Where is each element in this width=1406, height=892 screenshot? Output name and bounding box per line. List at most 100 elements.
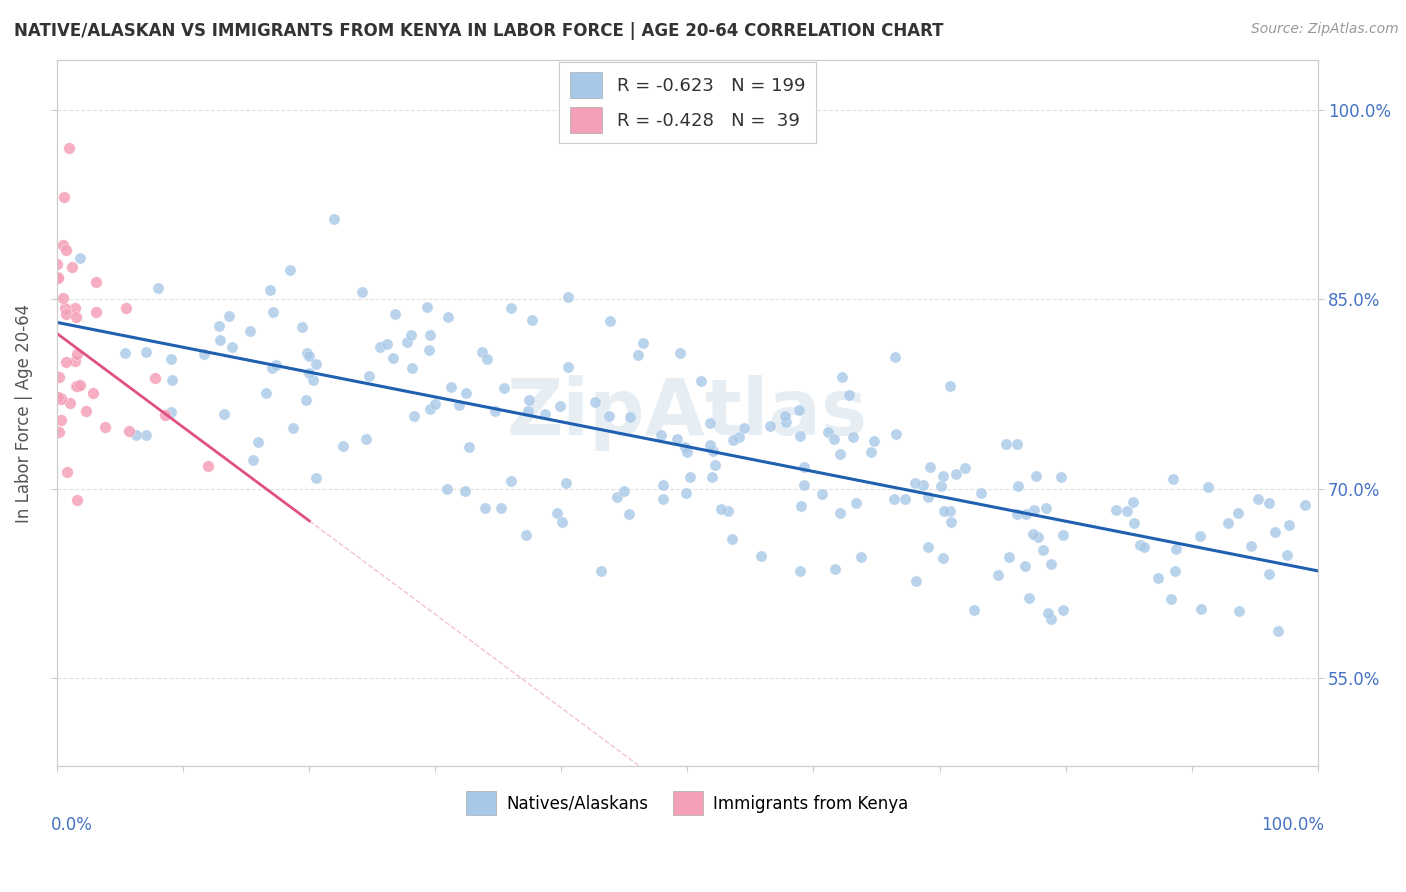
Point [963,603,986,617]
Point [63,354,86,368]
Point [939,515,962,529]
Point [52,238,75,252]
Point [49,391,72,405]
Point [49,392,72,406]
Point [218,309,240,323]
Point [86,304,108,318]
Point [1122,494,1144,508]
Point [305,471,328,485]
Point [1278,518,1301,533]
Point [322,211,344,226]
Point [332,439,354,453]
Point [828,506,851,520]
Point [1226,507,1249,521]
Point [65,310,87,324]
Point [690,374,713,388]
Point [929,479,952,493]
Point [84,275,107,289]
Point [557,359,579,374]
Point [207,319,229,334]
Point [160,351,183,366]
Point [838,388,860,402]
Point [883,351,905,365]
Point [613,483,636,498]
Point [1258,566,1281,581]
Point [55,355,77,369]
Point [298,366,321,380]
Point [1018,591,1040,605]
Point [1163,565,1185,579]
Point [676,445,699,459]
Point [501,301,523,315]
Point [789,428,811,442]
Point [294,392,316,407]
Point [1022,503,1045,517]
Point [1005,507,1028,521]
Point [721,532,744,546]
Point [375,336,398,351]
Point [51,413,73,427]
Point [454,386,477,401]
Point [652,491,675,506]
Point [550,516,572,530]
Point [114,301,136,315]
Text: Source: ZipAtlas.com: Source: ZipAtlas.com [1251,22,1399,37]
Point [1147,571,1170,585]
Point [1267,624,1289,639]
Point [437,310,460,324]
Point [633,335,655,350]
Point [423,396,446,410]
Point [239,324,262,338]
Point [534,407,557,421]
Point [75,404,97,418]
Point [1258,496,1281,510]
Point [125,428,148,442]
Point [302,373,325,387]
Point [938,379,960,393]
Point [515,528,537,542]
Point [849,550,872,565]
Point [66,493,89,508]
Point [787,403,810,417]
Point [758,418,780,433]
Point [242,453,264,467]
Point [998,549,1021,564]
Point [58,141,80,155]
Point [1164,541,1187,556]
Point [917,490,939,504]
Point [904,476,927,491]
Point [932,468,955,483]
Point [1133,540,1156,554]
Point [357,368,380,383]
Point [69,377,91,392]
Point [1039,612,1062,626]
Point [436,483,458,497]
Point [599,314,621,328]
Point [557,290,579,304]
Point [247,435,270,450]
Point [1022,526,1045,541]
Point [905,574,928,588]
Point [114,346,136,360]
Point [278,262,301,277]
Point [65,301,87,316]
Point [733,420,755,434]
Point [143,371,166,385]
Point [298,349,321,363]
Point [193,346,215,360]
Point [56,465,79,479]
Point [1188,529,1211,543]
Point [160,405,183,419]
Point [811,486,834,500]
Point [1038,606,1060,620]
Point [824,562,846,576]
Point [46,256,69,270]
Point [583,394,606,409]
Point [793,460,815,475]
Point [1015,507,1038,521]
Point [66,347,89,361]
Point [1264,525,1286,540]
Point [489,500,512,515]
Point [945,467,967,481]
Point [1227,604,1250,618]
